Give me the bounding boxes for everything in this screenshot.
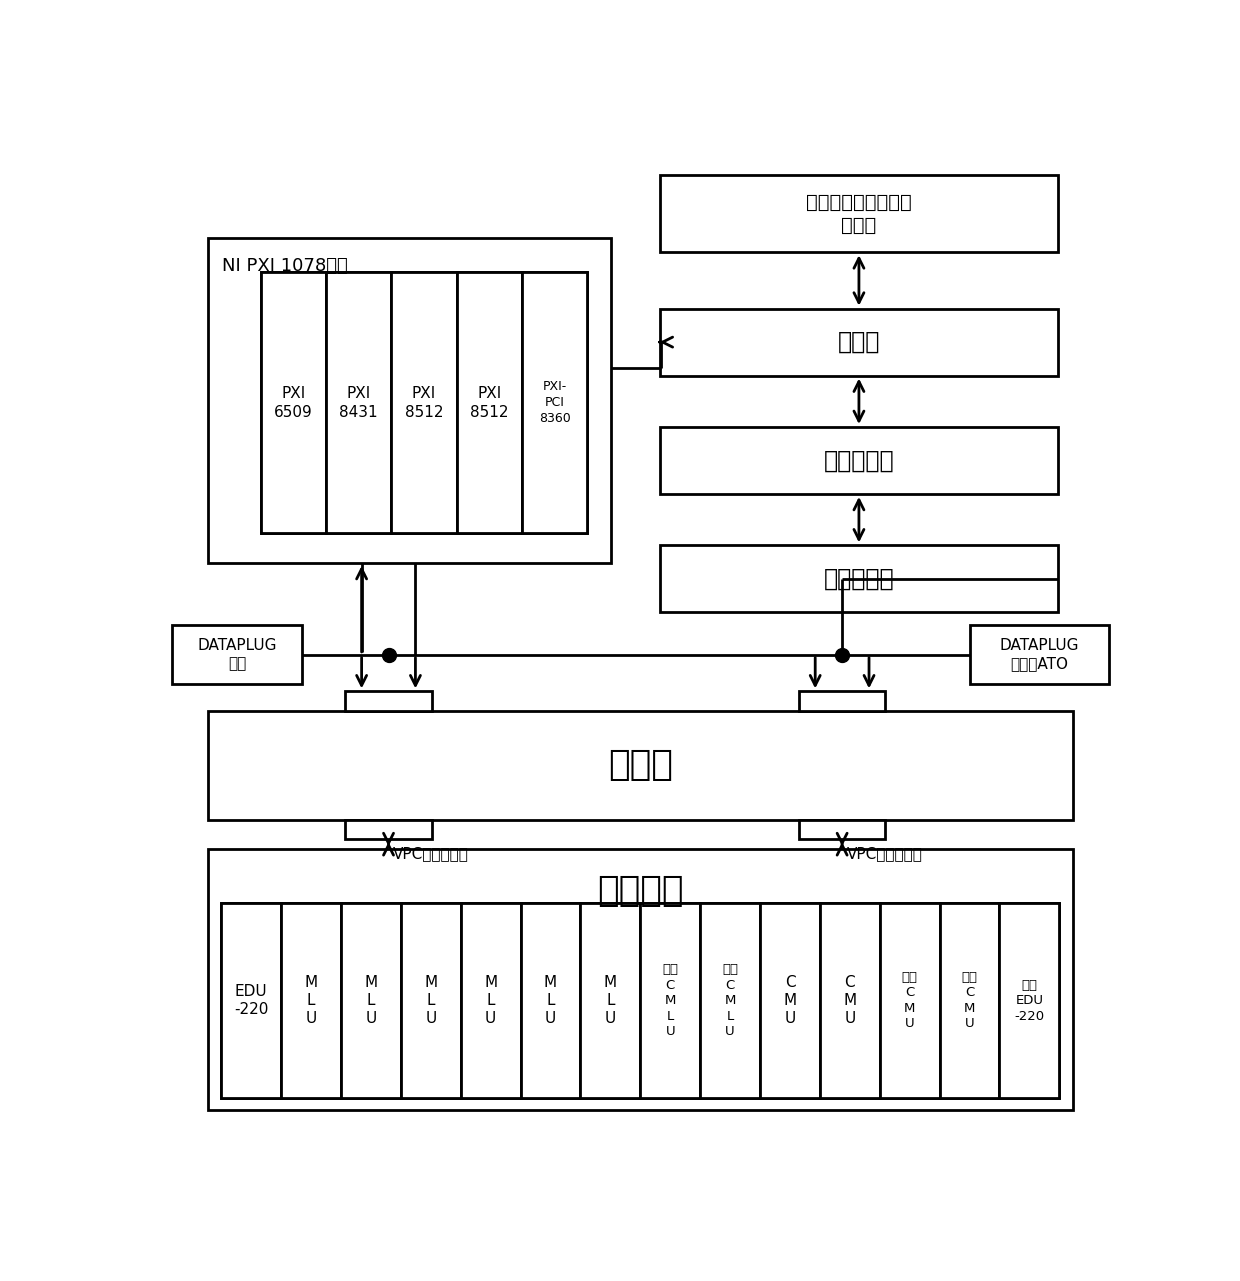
Text: 备用
C
M
L
U: 备用 C M L U <box>662 963 678 1038</box>
FancyBboxPatch shape <box>660 309 1058 375</box>
FancyBboxPatch shape <box>660 175 1058 252</box>
FancyBboxPatch shape <box>580 903 640 1098</box>
FancyBboxPatch shape <box>799 820 885 839</box>
FancyBboxPatch shape <box>660 546 1058 612</box>
FancyBboxPatch shape <box>660 427 1058 494</box>
Text: NI PXI 1078机箱: NI PXI 1078机箱 <box>222 257 348 275</box>
Text: 千兆交换机: 千兆交换机 <box>823 448 894 473</box>
FancyBboxPatch shape <box>221 903 1059 1098</box>
FancyBboxPatch shape <box>208 237 611 564</box>
FancyBboxPatch shape <box>208 711 1073 820</box>
Text: C
M
U: C M U <box>784 975 796 1026</box>
Text: DATAPLUG
风扇: DATAPLUG 风扇 <box>197 638 277 671</box>
Text: 网络负载板: 网络负载板 <box>823 567 894 591</box>
FancyBboxPatch shape <box>401 903 461 1098</box>
FancyBboxPatch shape <box>260 272 588 533</box>
FancyBboxPatch shape <box>799 692 885 711</box>
Text: M
L
U: M L U <box>484 975 497 1026</box>
FancyBboxPatch shape <box>970 625 1110 684</box>
Text: VPC可插拔端子: VPC可插拔端子 <box>393 847 469 862</box>
Text: 备用
C
M
U: 备用 C M U <box>901 971 918 1030</box>
FancyBboxPatch shape <box>999 903 1059 1098</box>
Text: 备用
C
M
U: 备用 C M U <box>961 971 977 1030</box>
FancyBboxPatch shape <box>260 272 326 533</box>
FancyBboxPatch shape <box>208 849 1073 1111</box>
Text: M
L
U: M L U <box>305 975 317 1026</box>
FancyBboxPatch shape <box>701 903 760 1098</box>
Text: M
L
U: M L U <box>365 975 377 1026</box>
FancyBboxPatch shape <box>522 272 588 533</box>
FancyBboxPatch shape <box>760 903 820 1098</box>
FancyBboxPatch shape <box>640 903 701 1098</box>
Text: 工控机: 工控机 <box>838 330 880 354</box>
Text: M
L
U: M L U <box>544 975 557 1026</box>
Text: M
L
U: M L U <box>424 975 438 1026</box>
Text: 备用
C
M
L
U: 备用 C M L U <box>722 963 738 1038</box>
Text: 显示器、键盘、鼠标
扫描枪: 显示器、键盘、鼠标 扫描枪 <box>806 192 911 236</box>
Text: PXI
8512: PXI 8512 <box>470 386 508 420</box>
FancyBboxPatch shape <box>221 903 281 1098</box>
FancyBboxPatch shape <box>172 625 303 684</box>
Text: PXI
8512: PXI 8512 <box>404 386 444 420</box>
FancyBboxPatch shape <box>281 903 341 1098</box>
FancyBboxPatch shape <box>392 272 456 533</box>
FancyBboxPatch shape <box>879 903 940 1098</box>
FancyBboxPatch shape <box>521 903 580 1098</box>
FancyBboxPatch shape <box>820 903 879 1098</box>
Text: 备用
EDU
-220: 备用 EDU -220 <box>1014 979 1044 1022</box>
FancyBboxPatch shape <box>326 272 392 533</box>
Text: EDU
-220: EDU -220 <box>234 984 268 1017</box>
Text: PXI
8431: PXI 8431 <box>340 386 378 420</box>
Text: VPC可插拔端子: VPC可插拔端子 <box>847 847 923 862</box>
FancyBboxPatch shape <box>461 903 521 1098</box>
Text: 机笼背板: 机笼背板 <box>596 874 683 908</box>
FancyBboxPatch shape <box>456 272 522 533</box>
Text: 固定板: 固定板 <box>608 748 673 783</box>
FancyBboxPatch shape <box>345 692 432 711</box>
FancyBboxPatch shape <box>940 903 999 1098</box>
FancyBboxPatch shape <box>345 820 432 839</box>
Text: PXI-
PCI
8360: PXI- PCI 8360 <box>539 380 570 425</box>
FancyBboxPatch shape <box>341 903 401 1098</box>
Text: C
M
U: C M U <box>843 975 857 1026</box>
Text: PXI
6509: PXI 6509 <box>274 386 312 420</box>
Text: M
L
U: M L U <box>604 975 618 1026</box>
Text: DATAPLUG
风扇，ATO: DATAPLUG 风扇，ATO <box>999 638 1079 671</box>
